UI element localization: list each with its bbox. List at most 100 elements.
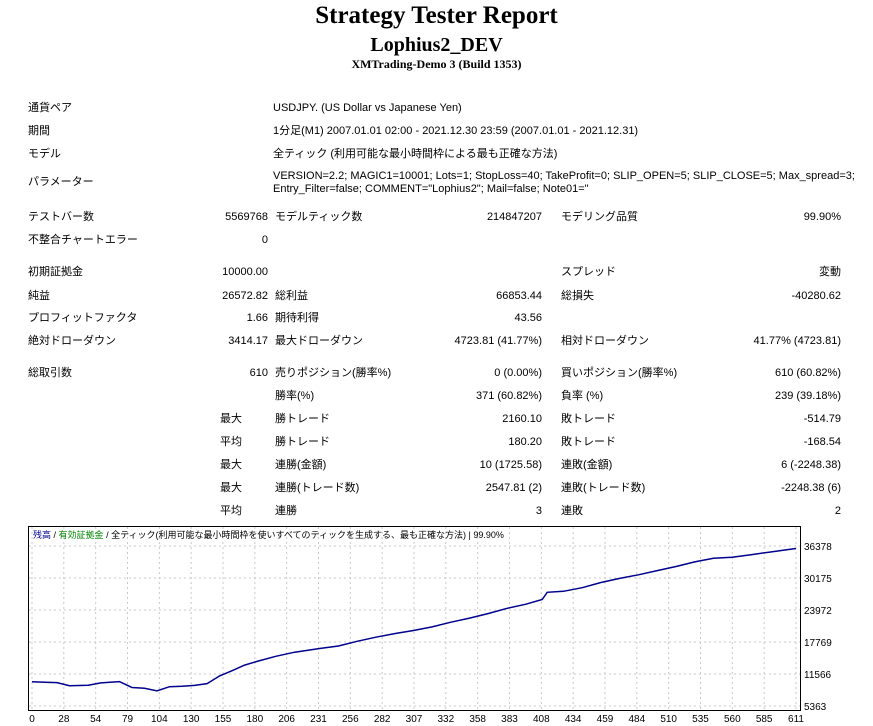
rel-dd-value: 41.77% (4723.81) [753,335,841,347]
max-consec-loss-value: -2248.38 (6) [781,482,841,494]
y-tick-label: 36378 [804,542,832,553]
chart-marks [31,547,797,692]
x-tick-label: 510 [660,714,677,725]
x-tick-label: 54 [90,714,102,725]
payoff-label: 期待利得 [275,312,319,324]
consec-count-row: 最大 連勝(トレード数) 2547.81 (2) 連敗(トレード数) -2248… [0,481,873,501]
x-tick-label: 79 [122,714,134,725]
chart-legend: 残高 / 有効証拠金 / 全ティック(利用可能な最小時間枠を使いすべてのティック… [33,529,504,540]
max-dd-label: 最大ドローダウン [275,335,363,347]
x-tick-label: 484 [628,714,645,725]
abs-dd-label: 絶対ドローダウン [28,335,116,347]
winrate-label: 勝率(%) [275,390,315,402]
spread-label: スプレッド [561,266,616,278]
max-word: 最大 [220,413,242,425]
mismatch-label: 不整合チャートエラー [28,234,138,246]
max-consec-profit-label: 連勝(トレード数) [275,482,360,494]
max-consec-profit-value: 2547.81 (2) [485,482,542,494]
spread-value: 変動 [819,266,841,278]
symbol-value: USDJPY. (US Dollar vs Japanese Yen) [273,102,462,114]
bars-value: 5569768 [225,211,268,223]
max-consec-wins-value: 10 (1725.58) [479,459,542,471]
avg-consec-losses-value: 2 [834,505,841,517]
model-label: モデル [28,148,61,160]
x-tick-label: 408 [533,714,550,725]
avg-consec-wins-label: 連勝 [275,505,297,517]
pf-row: プロフィットファクタ 1.66 期待利得 43.56 [0,311,873,331]
balance-chart-svg: 残高 / 有効証拠金 / 全ティック(利用可能な最小時間枠を使いすべてのティック… [28,526,832,725]
x-tick-label: 231 [310,714,327,725]
legend-quality: | 99.90% [469,530,504,540]
x-axis-ticks: 0 28 54 79 104 130 155 180 206 231 256 282 307 332 358… [29,714,804,725]
params-label: パラメーター [28,176,94,188]
max-consec-wins-label: 連勝(金額) [275,459,327,471]
abs-dd-value: 3414.17 [228,335,268,347]
x-tick-label: 180 [246,714,263,725]
x-tick-label: 130 [183,714,200,725]
x-tick-label: 434 [565,714,582,725]
x-tick-label: 256 [342,714,359,725]
trades-value: 610 [249,367,268,379]
net-label: 純益 [28,290,50,302]
period-value: 1分足(M1) 2007.01.01 02:00 - 2021.12.30 23… [273,125,639,137]
x-tick-label: 206 [278,714,295,725]
avg-word: 平均 [220,505,242,517]
max-dd-value: 4723.81 (41.77%) [454,335,542,347]
gross-profit-value: 66853.44 [496,290,542,302]
legend-separator: / [54,530,59,540]
bars-label: テストバー数 [28,211,94,223]
short-label: 売りポジション(勝率%) [275,367,392,379]
average-row: 平均 勝トレード 180.20 敗トレード -168.54 [0,435,873,455]
long-label: 買いポジション(勝率%) [561,367,678,379]
mismatch-row: 不整合チャートエラー 0 [0,233,873,253]
y-tick-label: 23972 [804,606,832,617]
largest-row: 最大 勝トレード 2160.10 敗トレード -514.79 [0,412,873,432]
legend-model: 全ティック(利用可能な最小時間枠を使いすべてのティックを生成する、最も正確な方法… [111,529,466,540]
quality-label: モデリング品質 [561,211,638,223]
pf-label: プロフィットファクタ [28,312,138,324]
server-build: XMTrading-Demo 3 (Build 1353) [351,57,522,71]
net-row: 純益 26572.82 総利益 66853.44 総損失 -40280.62 [0,289,873,309]
avg-loss-value: -168.54 [803,436,841,448]
avg-consec-losses-label: 連敗 [561,505,583,517]
gross-loss-value: -40280.62 [791,290,841,302]
x-tick-label: 104 [151,714,168,725]
x-tick-label: 459 [597,714,614,725]
x-tick-label: 585 [756,714,773,725]
max-consec-losses-value: 6 (-2248.38) [781,459,841,471]
model-value: 全ティック (利用可能な最小時間枠による最も正確な方法) [273,148,558,160]
largest-loss-label: 敗トレード [561,413,616,425]
consec-amount-row: 最大 連勝(金額) 10 (1725.58) 連敗(金額) 6 (-2248.3… [0,458,873,478]
largest-win-label: 勝トレード [275,413,330,425]
deposit-label: 初期証拠金 [28,266,83,278]
params-line1-row: VERSION=2.2; MAGIC1=10001; Lots=1; StopL… [0,169,873,189]
long-value: 610 (60.82%) [774,367,841,379]
legend-balance: 残高 [33,529,51,540]
legend-separator: / [106,530,111,540]
expert-name: Lophius2_DEV [370,34,503,56]
x-tick-label: 560 [724,714,741,725]
x-tick-label: 535 [692,714,709,725]
mismatch-value: 0 [261,234,268,246]
quality-value: 99.90% [803,211,841,223]
avg-loss-label: 敗トレード [561,436,616,448]
max-word: 最大 [220,482,242,494]
max-word: 最大 [220,459,242,471]
x-tick-label: 332 [437,714,454,725]
x-tick-label: 307 [406,714,423,725]
params-line2-row: Entry_Filter=false; COMMENT="Lophius2"; … [0,182,873,202]
rel-dd-label: 相対ドローダウン [561,335,649,347]
deposit-value: 10000.00 [222,266,268,278]
max-consec-loss-label: 連敗(トレード数) [561,482,646,494]
period-row: 期間 1分足(M1) 2007.01.01 02:00 - 2021.12.30… [0,124,873,144]
y-tick-label: 5363 [804,702,827,713]
gross-loss-label: 総損失 [561,290,594,302]
lossrate-value: 239 (39.18%) [774,390,841,402]
avg-win-value: 180.20 [508,436,542,448]
winrate-row: 勝率(%) 371 (60.82%) 負率 (%) 239 (39.18%) [0,389,873,409]
drawdown-row: 絶対ドローダウン 3414.17 最大ドローダウン 4723.81 (41.77… [0,334,873,354]
avg-consec-wins-value: 3 [535,505,542,517]
net-value: 26572.82 [222,290,268,302]
pf-value: 1.66 [246,312,268,324]
balance-line [31,547,797,692]
